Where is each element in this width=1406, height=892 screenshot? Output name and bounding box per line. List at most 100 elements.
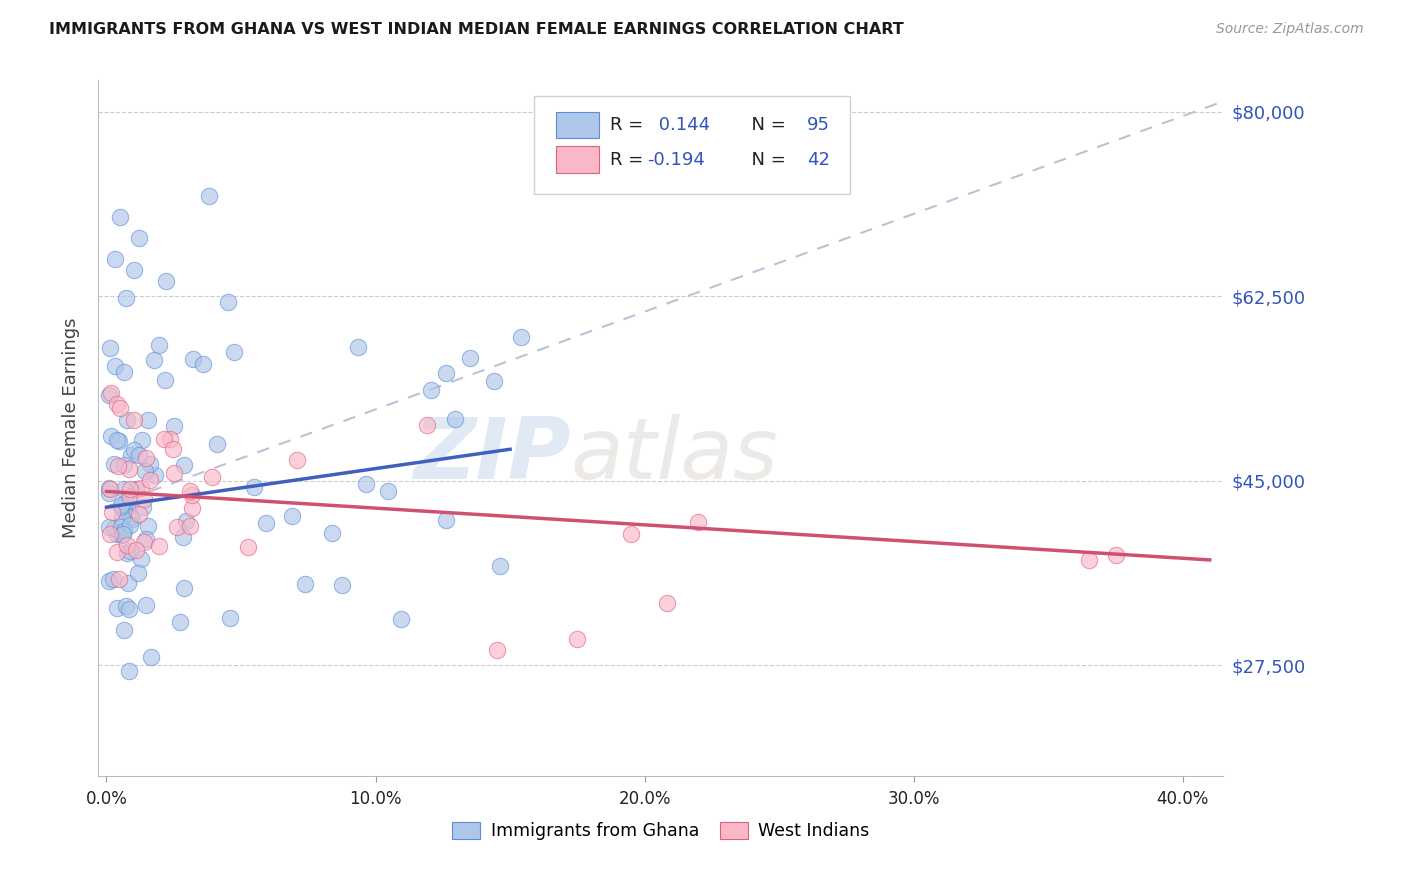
Text: 95: 95 [807,116,830,134]
Point [294,577,316,591]
Point [117,546,139,560]
Point [100,385,122,400]
Point [180,488,202,502]
Point [127,566,149,580]
Point [110,511,132,525]
Point [193,357,215,371]
Point [101,505,124,519]
Point [444,412,467,426]
Point [110,520,132,534]
Text: 42: 42 [807,151,830,169]
Point [128,231,150,245]
Point [129,552,152,566]
FancyBboxPatch shape [557,112,599,138]
Legend: Immigrants from Ghana, West Indians: Immigrants from Ghana, West Indians [446,814,876,847]
Point [98,574,121,589]
Point [108,572,131,586]
Point [139,457,162,471]
Point [218,611,240,625]
Point [155,373,177,387]
Point [135,451,157,466]
Point [98,481,121,495]
Point [117,575,139,590]
FancyBboxPatch shape [557,146,599,173]
Point [122,443,145,458]
Point [108,211,131,225]
Point [132,491,155,506]
Point [567,632,589,646]
Point [128,507,150,521]
Point [162,442,184,456]
Point [389,612,412,626]
Point [115,494,138,508]
Point [105,527,128,541]
Point [172,530,194,544]
Point [179,484,201,499]
Point [434,366,457,380]
Point [180,500,202,515]
Point [100,483,122,497]
Point [112,482,135,496]
Point [173,582,195,596]
Point [112,526,135,541]
Point [136,518,159,533]
Text: R =: R = [610,116,650,134]
Point [101,572,124,586]
Point [135,532,157,546]
Point [142,353,165,368]
Point [98,526,121,541]
Point [120,518,142,533]
Point [118,501,141,516]
Text: -0.194: -0.194 [647,151,706,169]
Y-axis label: Median Female Earnings: Median Female Earnings [62,318,80,539]
Point [124,263,146,277]
Text: R =: R = [610,151,650,169]
Point [145,467,167,482]
Point [482,375,505,389]
Text: 0.144: 0.144 [652,116,710,134]
Text: N =: N = [740,151,792,169]
Point [148,539,170,553]
Point [285,453,308,467]
Point [118,490,141,504]
Point [125,483,148,497]
Point [132,535,155,549]
Point [110,401,132,415]
Point [132,500,155,515]
Text: ZIP: ZIP [413,415,571,498]
Point [201,470,224,484]
Point [118,461,141,475]
Point [118,483,141,497]
Point [242,480,264,494]
Point [1104,548,1126,562]
Point [135,598,157,612]
Point [98,388,121,402]
Point [148,337,170,351]
Point [120,509,142,524]
Point [136,413,159,427]
Point [115,413,138,427]
Point [118,664,141,678]
Point [98,520,121,534]
Point [485,642,508,657]
Point [159,432,181,446]
FancyBboxPatch shape [534,95,849,194]
Point [181,352,204,367]
Point [169,615,191,629]
Point [179,519,201,533]
Point [105,434,128,448]
Point [420,383,443,397]
Point [1077,553,1099,567]
Point [141,649,163,664]
Point [207,437,229,451]
Point [103,252,125,267]
Point [416,418,439,433]
Point [197,189,219,203]
Point [120,543,142,558]
Point [217,294,239,309]
Point [688,515,710,529]
Point [114,623,136,637]
Point [107,458,129,473]
Point [620,526,643,541]
Point [107,600,129,615]
